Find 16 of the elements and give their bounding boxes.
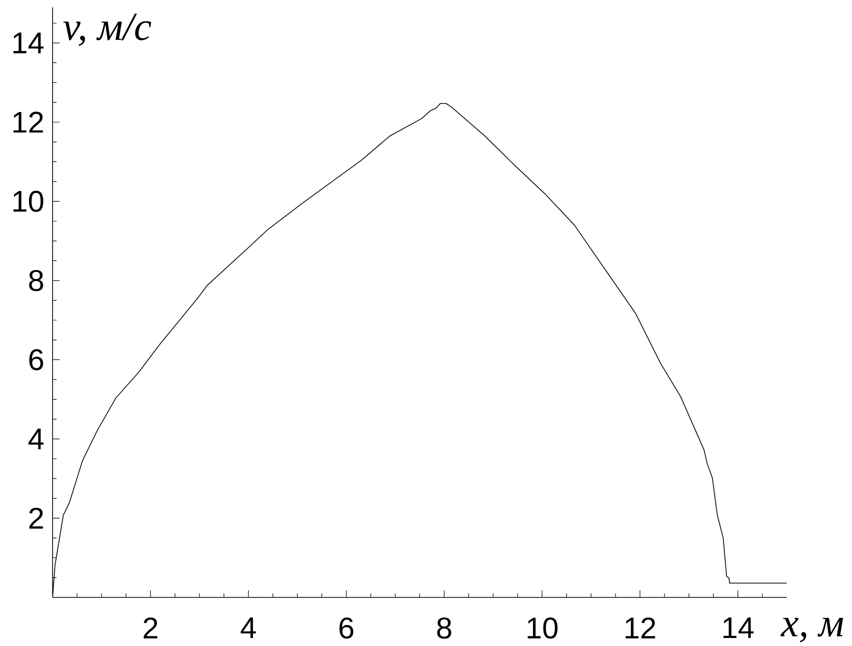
- x-tick-label: 8: [437, 618, 452, 639]
- y-tick-label: 2: [29, 508, 43, 529]
- y-tick-label: 12: [13, 112, 43, 133]
- y-tick-label: 8: [29, 270, 44, 292]
- x-tick-label: 12: [626, 618, 656, 638]
- y-axis-title: v, м/с: [63, 14, 152, 46]
- y-tick-label: 4: [28, 428, 44, 450]
- y-tick-label: 10: [13, 190, 44, 212]
- x-tick-label: 4: [240, 618, 256, 638]
- x-tick-label: 14: [724, 618, 754, 638]
- y-tick-label: 14: [13, 32, 44, 54]
- x-tick-label: 6: [339, 618, 354, 639]
- y-tick-label: 6: [29, 349, 44, 370]
- x-tick-label: 2: [144, 618, 158, 638]
- x-axis-title: x, м: [780, 618, 844, 642]
- x-tick-label: 10: [528, 618, 558, 639]
